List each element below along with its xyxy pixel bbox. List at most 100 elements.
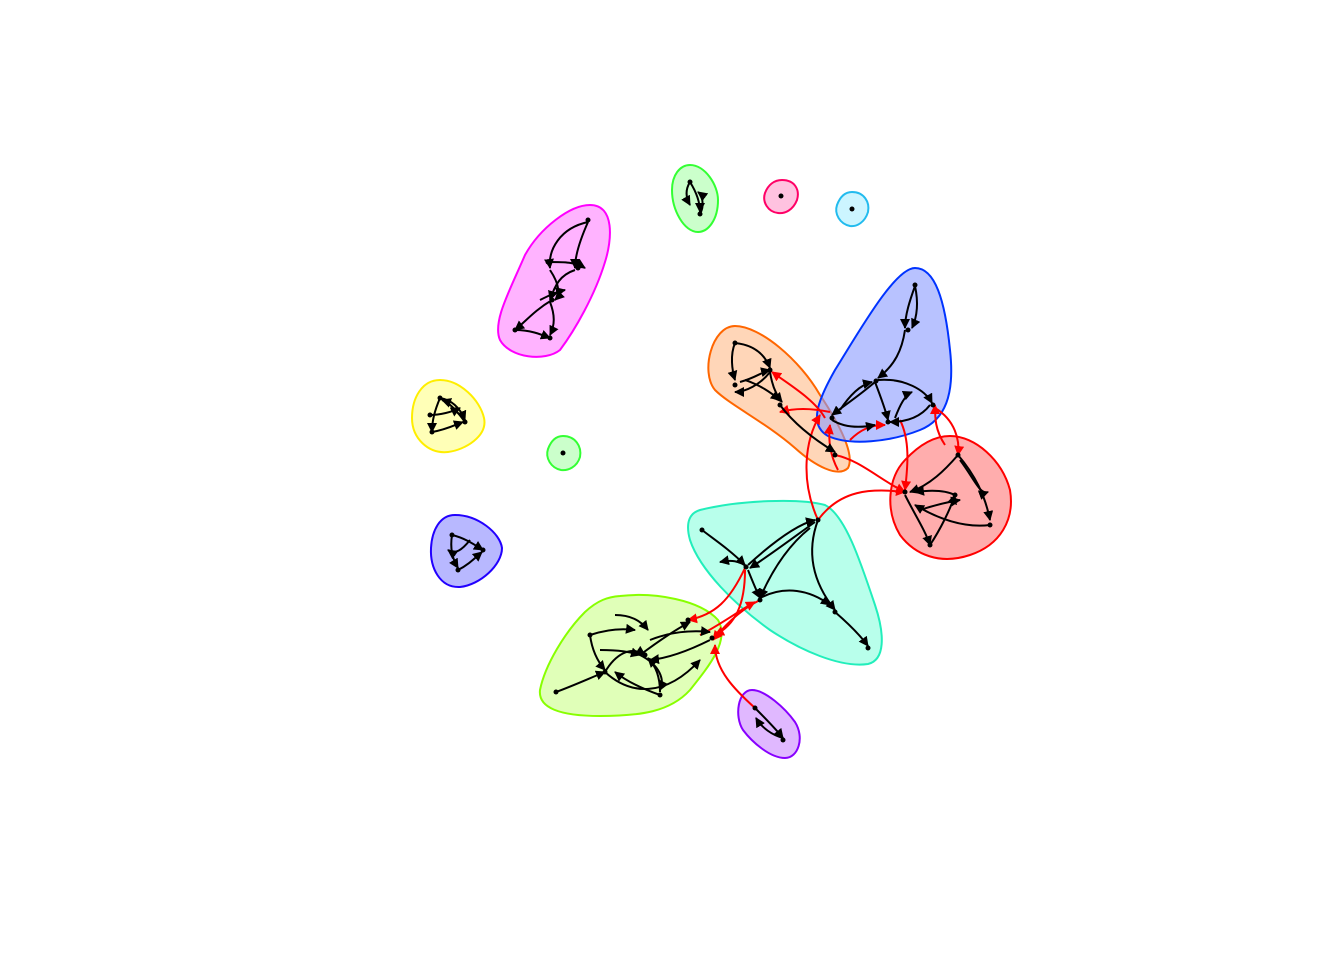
black-edge <box>441 398 466 423</box>
vertex <box>512 327 518 333</box>
vertex <box>549 297 555 303</box>
red-edge <box>710 644 756 709</box>
vertex <box>777 402 783 408</box>
vertex <box>427 412 433 418</box>
black-edge <box>734 371 771 397</box>
black-edge <box>701 529 746 566</box>
vertex <box>602 669 608 675</box>
vertex <box>832 609 838 615</box>
black-edge <box>759 527 811 599</box>
black-edge <box>514 299 553 331</box>
vertex <box>778 193 784 199</box>
hull-magenta <box>497 203 611 358</box>
black-edge <box>904 494 932 546</box>
vertex <box>780 737 786 743</box>
black-edge <box>447 539 471 560</box>
red-edge <box>771 371 826 419</box>
vertex <box>697 211 703 217</box>
red-edge <box>805 414 821 521</box>
vertex <box>547 335 553 341</box>
black-edge <box>614 614 649 631</box>
black-edge <box>877 378 933 404</box>
vertex <box>987 522 993 528</box>
vertex <box>709 635 715 641</box>
vertex <box>912 282 918 288</box>
black-edge <box>547 259 586 269</box>
vertex <box>642 652 648 658</box>
vertex <box>752 705 758 711</box>
black-edge <box>639 621 691 656</box>
vertex <box>832 452 838 458</box>
vertex <box>829 415 835 421</box>
vertex <box>575 265 581 271</box>
vertex <box>462 419 468 425</box>
intra-community-edges <box>427 181 994 739</box>
hull-indigo <box>429 513 504 589</box>
black-edge <box>900 285 916 329</box>
vertex <box>732 340 738 346</box>
red-edge <box>930 404 946 446</box>
black-edge <box>877 329 906 379</box>
black-edge <box>457 551 483 571</box>
vertex <box>885 419 891 425</box>
black-edge <box>589 634 606 671</box>
black-edge <box>834 611 869 647</box>
black-edge <box>604 659 701 690</box>
hull-lime <box>538 594 723 718</box>
vertex <box>732 382 738 388</box>
vertex <box>437 395 443 401</box>
black-edge <box>959 459 989 500</box>
vertex <box>585 217 591 223</box>
black-edge <box>744 379 781 401</box>
vertices <box>427 179 993 743</box>
vertex <box>455 567 461 573</box>
hull-green-top <box>670 163 720 234</box>
black-edge <box>431 420 464 433</box>
vertex <box>429 429 435 435</box>
vertex <box>767 367 773 373</box>
hull-yellow <box>410 378 486 454</box>
red-edge <box>899 419 912 491</box>
black-edge <box>874 381 891 421</box>
vertex <box>560 450 566 456</box>
black-edge <box>548 269 576 301</box>
vertex <box>902 489 908 495</box>
black-edge <box>919 496 961 511</box>
black-edge <box>429 407 461 417</box>
black-edge <box>614 671 661 696</box>
black-edge <box>599 647 641 658</box>
vertex <box>553 689 559 695</box>
black-edge <box>514 329 551 340</box>
black-edge <box>555 670 606 693</box>
black-edge <box>734 342 772 369</box>
vertex <box>865 645 871 651</box>
black-edge <box>749 521 816 569</box>
black-edge <box>889 404 931 427</box>
vertex <box>930 402 936 408</box>
black-edge <box>839 379 873 411</box>
vertex <box>545 259 551 265</box>
vertex <box>587 632 593 638</box>
black-edge <box>831 419 876 432</box>
black-edge <box>589 623 636 636</box>
vertex <box>927 542 933 548</box>
black-edge <box>894 390 913 419</box>
black-edge <box>649 626 711 641</box>
black-edge <box>727 342 738 381</box>
vertex <box>687 179 693 185</box>
red-edge <box>834 454 906 493</box>
vertex <box>685 617 691 623</box>
hull-teal <box>687 499 883 666</box>
black-edge <box>539 287 566 301</box>
red-edge <box>687 567 746 624</box>
vertex <box>955 452 961 458</box>
black-edge <box>549 301 559 336</box>
vertex <box>952 492 958 498</box>
vertex <box>849 206 855 212</box>
black-edge <box>747 569 761 599</box>
vertex <box>480 547 486 553</box>
vertex <box>699 527 705 533</box>
vertex <box>657 692 663 698</box>
community-hulls <box>410 163 1012 760</box>
